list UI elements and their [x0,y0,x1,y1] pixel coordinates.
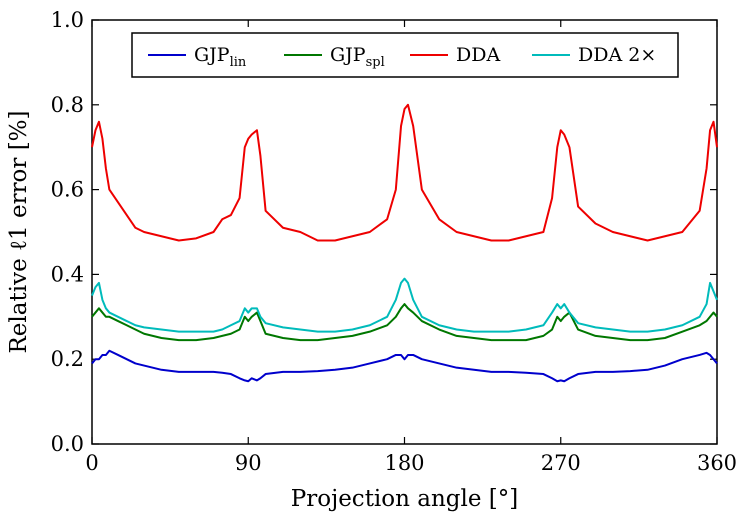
y-tick-label: 0.2 [51,347,84,371]
series-lines [91,103,718,383]
series-line-0 [91,349,718,383]
y-tick-label: 0.0 [51,432,84,456]
legend-label-3: DDA 2× [578,44,656,66]
legend-label-main: GJP [330,44,366,66]
x-tick-label: 180 [384,451,424,475]
series-line-1 [91,303,718,342]
series-line-2 [91,103,718,242]
legend-box [131,32,679,78]
legend-label-main: DDA [456,44,500,66]
x-tick-label: 90 [235,451,262,475]
legend: GJPlin GJPspl DDA DDA 2× [131,32,679,78]
legend-label-main: DDA 2× [578,44,656,66]
x-tick-label: 270 [541,451,581,475]
legend-label-1: GJPspl [330,44,385,70]
x-tick-label: 0 [85,451,98,475]
legend-label-0: GJPlin [194,44,247,70]
legend-label-2: DDA [456,44,500,66]
x-axis-label: Projection angle [°] [291,486,518,512]
plot-area-frame [91,19,718,445]
legend-label-main: GJP [194,44,230,66]
x-tick-label: 360 [697,451,737,475]
legend-label-subscript: lin [230,55,247,70]
series-line-3 [91,277,718,333]
legend-label-subscript: spl [366,55,385,70]
y-axis-label: Relative ℓ1 error [%] [6,110,32,353]
y-tick-label: 1.0 [51,8,84,32]
y-tick-label: 0.4 [51,262,84,286]
axis-ticks: 0 90 180 270 360 0.0 0.2 0.4 0.6 0.8 1.0 [51,8,737,475]
y-tick-label: 0.8 [51,93,84,117]
y-tick-label: 0.6 [51,178,84,202]
